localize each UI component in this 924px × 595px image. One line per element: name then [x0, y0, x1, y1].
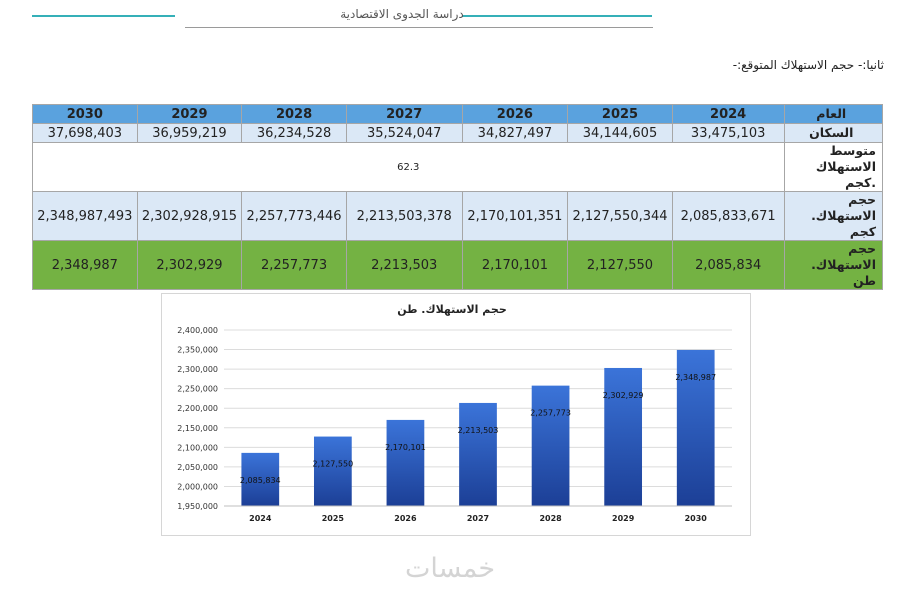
y-tick-label: 2,050,000 — [177, 463, 218, 472]
avg-consumption-value: 62.3 — [32, 142, 785, 192]
table-row-years: العام 2024 2025 2026 2027 2028 2029 2030 — [32, 104, 883, 124]
header-line-right — [462, 15, 652, 17]
bar — [386, 419, 425, 506]
population-cell: 34,827,497 — [461, 123, 569, 143]
population-cell: 36,959,219 — [136, 123, 243, 143]
consumption-kg-cell: 2,257,773,446 — [241, 191, 347, 241]
table-row-population: السكان 33,475,103 34,144,605 34,827,497 … — [32, 123, 883, 143]
population-cell: 33,475,103 — [671, 123, 785, 143]
bar — [531, 385, 570, 506]
chart-title: حجم الاستهلاك. طن — [397, 303, 507, 316]
chart-svg: حجم الاستهلاك. طن 1,950,000 2,000,000 2,05… — [177, 303, 732, 523]
year-cell: 2030 — [32, 104, 138, 124]
bar — [604, 367, 643, 506]
data-label: 2,302,929 — [603, 391, 644, 400]
x-tick-label: 2026 — [394, 514, 417, 523]
consumption-ton-cell: 2,213,503 — [345, 240, 463, 290]
population-cell: 35,524,047 — [345, 123, 463, 143]
row-label-avg-consumption: متوسط الاستهلاك .كجم — [783, 142, 883, 192]
table-row-avg-consumption: متوسط الاستهلاك .كجم 62.3 — [32, 142, 883, 192]
consumption-kg-cell: 2,213,503,378 — [345, 191, 463, 241]
consumption-ton-cell: 2,348,987 — [32, 240, 138, 290]
data-label: 2,127,550 — [312, 460, 353, 469]
data-label: 2,213,503 — [458, 426, 499, 435]
y-tick-label: 2,200,000 — [177, 404, 218, 413]
year-cell: 2029 — [136, 104, 243, 124]
table-row-consumption-kg: حجم الاستهلاك. كجم 2,085,833,671 2,127,5… — [32, 191, 883, 241]
header-underline — [185, 27, 653, 28]
year-cell: 2024 — [671, 104, 785, 124]
consumption-ton-cell: 2,170,101 — [461, 240, 569, 290]
consumption-ton-cell: 2,127,550 — [567, 240, 673, 290]
x-tick-label: 2025 — [322, 514, 345, 523]
consumption-ton-cell: 2,257,773 — [241, 240, 347, 290]
y-tick-label: 2,100,000 — [177, 443, 218, 452]
watermark-logo: خمسات — [405, 553, 496, 584]
x-tick-label: 2024 — [249, 514, 272, 523]
population-cell: 34,144,605 — [567, 123, 673, 143]
year-cell: 2026 — [461, 104, 569, 124]
population-cell: 37,698,403 — [32, 123, 138, 143]
section-title: ثانيا:- حجم الاستهلاك المتوقع:- — [732, 58, 884, 72]
bar — [676, 349, 715, 506]
consumption-table: العام 2024 2025 2026 2027 2028 2029 2030… — [32, 104, 883, 290]
consumption-ton-cell: 2,085,834 — [671, 240, 785, 290]
header-line-left — [32, 15, 175, 17]
y-tick-label: 2,000,000 — [177, 482, 218, 491]
x-tick-label: 2030 — [685, 514, 708, 523]
y-tick-label: 2,300,000 — [177, 365, 218, 374]
population-cell: 36,234,528 — [241, 123, 347, 143]
data-label: 2,257,773 — [530, 409, 571, 418]
bar — [313, 436, 352, 506]
data-label: 2,348,987 — [675, 373, 716, 382]
y-tick-label: 2,150,000 — [177, 424, 218, 433]
y-tick-label: 2,350,000 — [177, 346, 218, 355]
table-row-consumption-ton: حجم الاستهلاك. طن 2,085,834 2,127,550 2,… — [32, 240, 883, 290]
y-tick-label: 2,250,000 — [177, 385, 218, 394]
header-title: دراسة الجدوى الاقتصادية — [340, 7, 464, 21]
consumption-kg-cell: 2,085,833,671 — [671, 191, 785, 241]
data-label: 2,085,834 — [240, 476, 281, 485]
consumption-chart: حجم الاستهلاك. طن 1,950,000 2,000,000 2,05… — [161, 293, 751, 536]
y-tick-label: 1,950,000 — [177, 502, 218, 511]
x-tick-label: 2027 — [467, 514, 489, 523]
consumption-kg-cell: 2,170,101,351 — [461, 191, 569, 241]
x-tick-label: 2029 — [612, 514, 635, 523]
x-tick-label: 2028 — [539, 514, 562, 523]
bar — [459, 402, 497, 506]
bar — [241, 452, 280, 506]
y-tick-label: 2,400,000 — [177, 326, 218, 335]
consumption-kg-cell: 2,302,928,915 — [136, 191, 243, 241]
year-cell: 2028 — [241, 104, 347, 124]
row-label-consumption-kg: حجم الاستهلاك. كجم — [783, 191, 883, 241]
consumption-ton-cell: 2,302,929 — [136, 240, 243, 290]
row-label-consumption-ton: حجم الاستهلاك. طن — [783, 240, 883, 290]
year-cell: 2027 — [345, 104, 463, 124]
consumption-kg-cell: 2,127,550,344 — [567, 191, 673, 241]
consumption-kg-cell: 2,348,987,493 — [32, 191, 138, 241]
year-cell: 2025 — [567, 104, 673, 124]
row-label-population: السكان — [783, 123, 883, 143]
data-label: 2,170,101 — [385, 443, 426, 452]
row-label-year: العام — [783, 104, 883, 124]
